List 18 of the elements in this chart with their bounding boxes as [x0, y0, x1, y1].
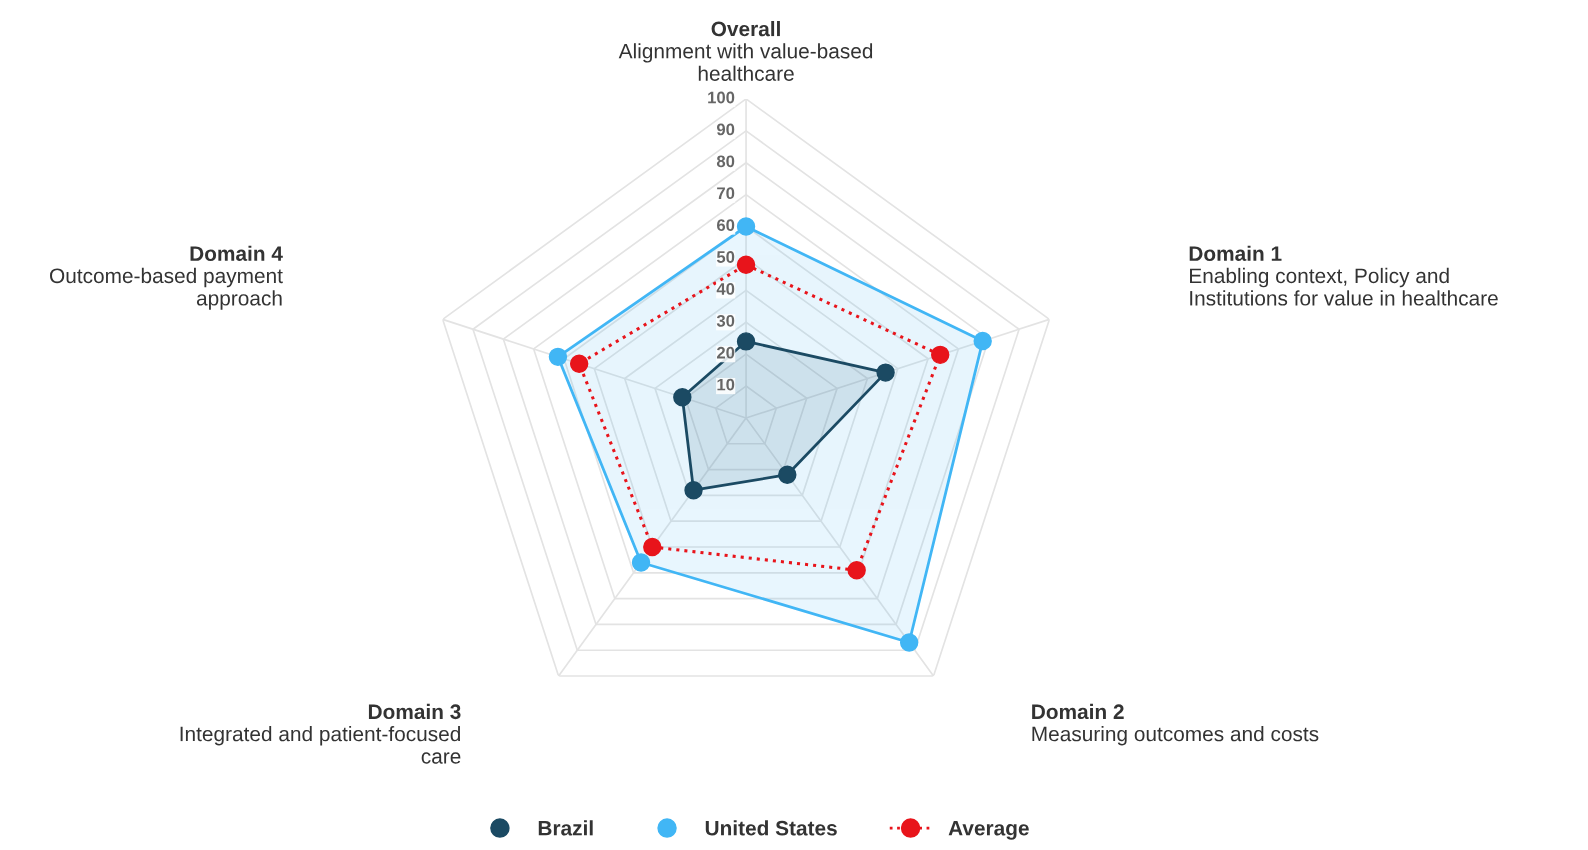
spoke-label: Overall Alignment with value-based healthcare	[618, 20, 873, 81]
y-tick-label: 20	[716, 346, 735, 359]
y-tick-label: 100	[708, 91, 735, 104]
y-tick-label: 30	[716, 314, 735, 327]
spoke-label: Domain 3 Integrated and patient-focused care	[180, 703, 461, 764]
y-tick-label: 50	[716, 251, 735, 263]
spoke-label: Domain 1 Enabling context, Policy and Institutions for value in healthcare	[1189, 245, 1498, 306]
legend-label: Average	[948, 821, 1029, 840]
legend-label: United States	[705, 820, 837, 836]
y-tick-label: 40	[716, 283, 735, 295]
spoke-label: Domain 4 Outcome-based payment approach	[50, 245, 283, 310]
y-tick-label: 60	[717, 219, 735, 232]
y-tick-label: 10	[717, 378, 735, 391]
y-tick-label: 70	[717, 187, 735, 200]
legend-label: Brazil	[538, 820, 593, 836]
y-tick-label: 80	[716, 155, 735, 168]
y-tick-label: 90	[716, 123, 735, 136]
spoke-label: Domain 2 Measuring outcomes and costs	[1032, 703, 1319, 746]
